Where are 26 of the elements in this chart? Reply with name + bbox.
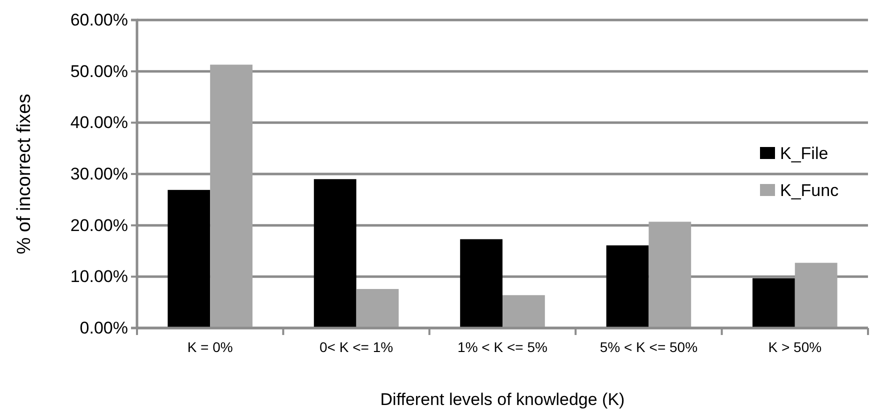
bar xyxy=(460,239,502,328)
x-axis-title: Different levels of knowledge (K) xyxy=(380,390,625,409)
bar xyxy=(210,64,252,328)
y-tick-label: 0.00% xyxy=(80,318,128,338)
y-tick-label: 20.00% xyxy=(70,216,128,235)
x-tick-label: 5% < K <= 50% xyxy=(600,338,698,355)
bar xyxy=(794,262,838,328)
bar xyxy=(168,190,210,328)
bar xyxy=(752,278,795,328)
x-tick-label: K = 0% xyxy=(187,338,233,355)
x-tick-label: K > 50% xyxy=(768,338,822,355)
x-tick-label: 1% < K <= 5% xyxy=(458,338,548,355)
bar xyxy=(606,245,649,328)
bar xyxy=(314,179,356,328)
x-tick-label: 0< K <= 1% xyxy=(320,338,394,355)
y-tick-label: 30.00% xyxy=(70,164,128,184)
legend-label: K_Func xyxy=(780,181,840,200)
bar xyxy=(356,288,399,328)
y-tick-label: 10.00% xyxy=(70,267,128,286)
y-tick-label: 40.00% xyxy=(70,113,128,132)
y-tick-label: 60.00% xyxy=(70,10,128,30)
y-tick-label: 50.00% xyxy=(70,62,128,81)
y-axis-title: % of incorrect fixes xyxy=(14,94,35,254)
legend-label: K_File xyxy=(780,144,828,163)
bar xyxy=(502,295,545,328)
bar xyxy=(648,222,692,328)
